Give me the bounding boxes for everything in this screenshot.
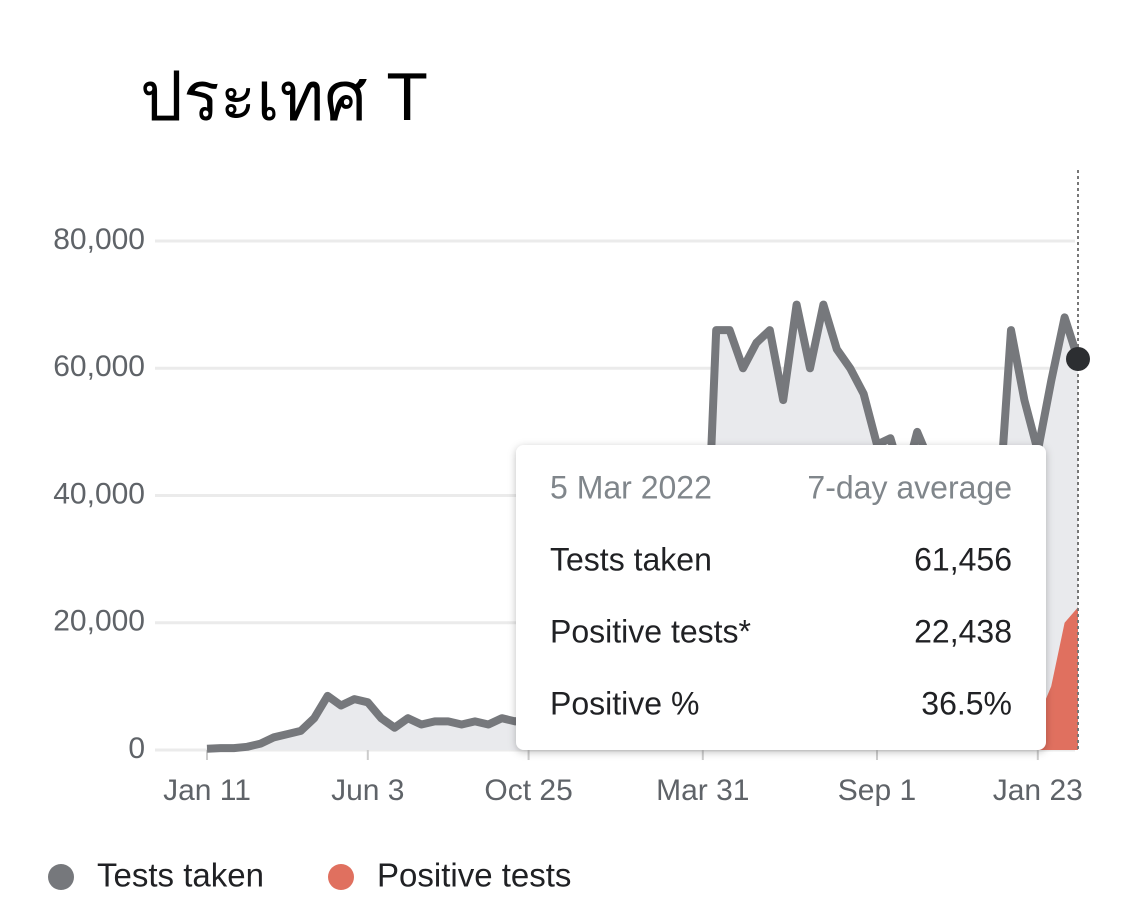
- hover-point: [1066, 346, 1090, 371]
- x-tick-label: Jun 3: [331, 774, 404, 807]
- tooltip-value: 36.5%: [921, 685, 1012, 721]
- x-tick-label: Jan 23: [993, 774, 1083, 807]
- legend-marker: [48, 864, 74, 890]
- chart-title: ประเทศ T: [140, 59, 428, 135]
- x-tick-label: Sep 1: [838, 774, 916, 807]
- legend-label: Positive tests: [377, 857, 571, 894]
- tooltip-box: [516, 445, 1046, 750]
- tooltip-date: 5 Mar 2022: [550, 469, 712, 505]
- tooltip: 5 Mar 2022 7-day average Tests taken 61,456…: [516, 445, 1046, 750]
- y-tick-label: 80,000: [53, 223, 145, 256]
- y-tick-label: 60,000: [53, 350, 145, 383]
- tooltip-note: 7-day average: [807, 469, 1012, 505]
- tooltip-label: Tests taken: [550, 541, 712, 577]
- y-tick-label: 20,000: [53, 605, 145, 638]
- x-tick-label: Oct 25: [484, 774, 572, 807]
- x-tick-label: Mar 31: [656, 774, 749, 807]
- legend-label: Tests taken: [97, 857, 264, 894]
- tooltip-label: Positive %: [550, 685, 699, 721]
- y-tick-label: 0: [128, 732, 145, 765]
- tooltip-value: 61,456: [914, 541, 1012, 577]
- tooltip-label: Positive tests*: [550, 613, 751, 649]
- tooltip-value: 22,438: [914, 613, 1012, 649]
- x-tick-label: Jan 11: [163, 774, 251, 807]
- legend-marker: [328, 864, 354, 890]
- y-tick-label: 40,000: [53, 477, 145, 510]
